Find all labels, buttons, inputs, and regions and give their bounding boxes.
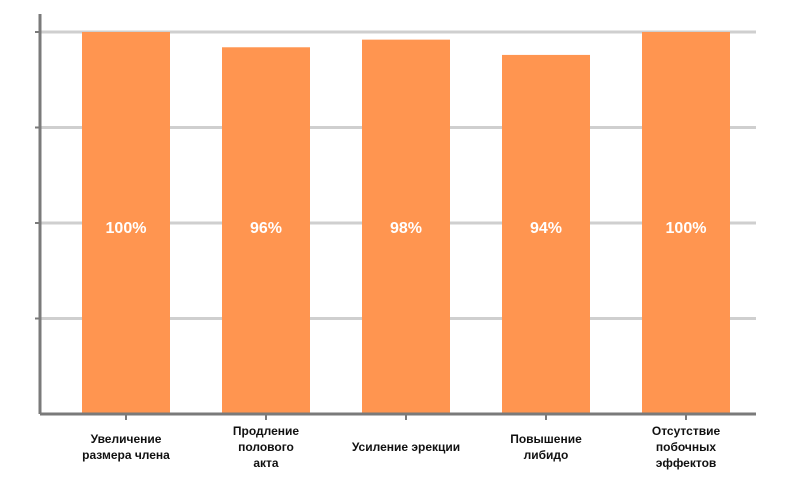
x-tick-labels: Увеличение размера члена Продление полового… [82, 424, 720, 470]
x-tick-label: Усиление эрекции [352, 440, 460, 454]
data-label: 94% [530, 220, 562, 237]
bar [222, 47, 310, 414]
x-tick-label-line: побочных [656, 440, 716, 454]
x-tick-label-line: Увеличение [91, 432, 162, 446]
data-label: 98% [390, 220, 422, 237]
axes [35, 14, 756, 420]
data-label: 100% [666, 220, 707, 237]
data-label: 100% [106, 220, 147, 237]
bar [362, 39, 450, 414]
x-tick-label-line: акта [253, 456, 279, 470]
data-label: 96% [250, 220, 282, 237]
x-tick-label-line: Отсутствие [652, 424, 721, 438]
x-tick-label: Отсутствие побочных эффектов [652, 424, 721, 470]
x-tick-label-line: размера члена [82, 448, 170, 462]
bar [502, 54, 590, 415]
x-tick-label-line: Продление [233, 424, 300, 438]
x-tick-label-line: полового [238, 440, 294, 454]
x-tick-label: Продление полового акта [233, 424, 300, 470]
x-tick-label-line: эффектов [656, 456, 717, 470]
bars [82, 32, 730, 415]
x-tick-label-line: либидо [524, 448, 569, 462]
x-tick-label: Повышение либидо [510, 432, 582, 462]
x-tick-label-line: Усиление эрекции [352, 440, 460, 454]
bar [642, 32, 730, 414]
x-tick-label-line: Повышение [510, 432, 582, 446]
x-tick-label: Увеличение размера члена [82, 432, 170, 462]
bar [82, 32, 170, 414]
data-labels: 100% 96% 98% 94% 100% [106, 220, 707, 237]
